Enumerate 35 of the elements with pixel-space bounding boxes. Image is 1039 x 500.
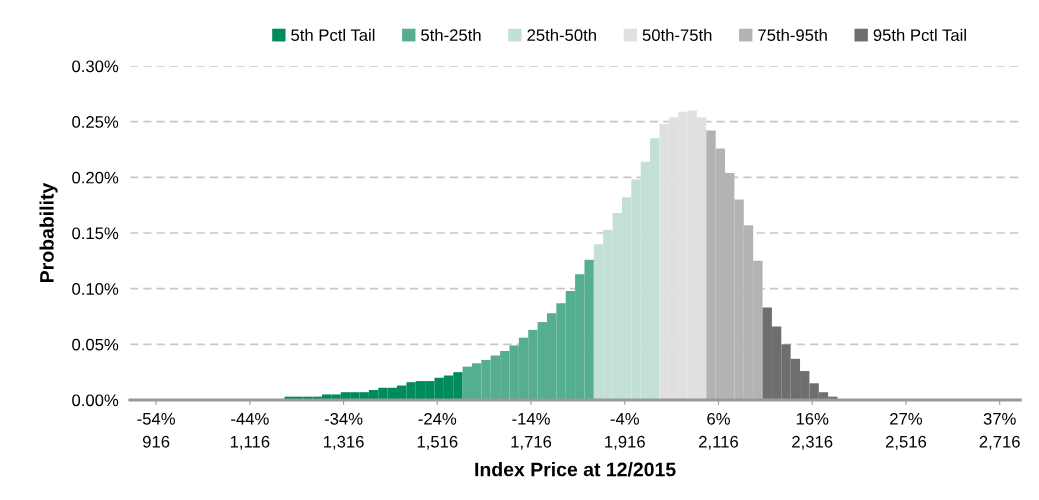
x-tick-label: 1,116 bbox=[230, 435, 270, 450]
x-tick-label: 2,116 bbox=[699, 435, 738, 450]
y-tick-label: 0.25% bbox=[72, 116, 119, 128]
text: -4% bbox=[610, 413, 639, 425]
text: 27% bbox=[890, 412, 923, 425]
x-axis-title: Index Price at 12/2015 bbox=[475, 462, 676, 477]
y-tick-label: 0.10% bbox=[72, 283, 119, 295]
legend-label: 50th-75th bbox=[642, 28, 712, 42]
x-tick-label: 1,316 bbox=[324, 435, 364, 450]
legend-label: 5th Pctl Tail bbox=[291, 28, 375, 42]
x-tick-label: 1,916 bbox=[605, 435, 645, 450]
text: 37% bbox=[983, 412, 1016, 425]
x-tick-label: 2,316 bbox=[792, 435, 833, 450]
text: 16% bbox=[796, 412, 829, 425]
x-tick-label: 1,716 bbox=[511, 435, 552, 450]
y-tick-label: 0.30% bbox=[72, 60, 119, 73]
legend-label: 5th-25th bbox=[421, 28, 481, 42]
y-tick-label: 0.00% bbox=[72, 394, 119, 407]
legend-label: 25th-50th bbox=[527, 28, 596, 42]
legend-label: 95th Pctl Tail bbox=[873, 28, 966, 42]
y-tick-label: 0.20% bbox=[72, 171, 119, 184]
legend-label: 75th-95th bbox=[758, 28, 827, 42]
text: -24% bbox=[418, 412, 457, 425]
x-tick-label: 2,516 bbox=[885, 435, 927, 450]
x-tick-label: 2,716 bbox=[979, 435, 1020, 450]
text: -54% bbox=[137, 413, 175, 425]
x-tick-label: 1,516 bbox=[417, 435, 458, 450]
text: -44% bbox=[231, 413, 269, 425]
text: 6% bbox=[707, 412, 730, 425]
y-tick-label: 0.05% bbox=[72, 338, 119, 351]
text: -34% bbox=[324, 412, 363, 425]
y-axis-title: Probability bbox=[39, 182, 58, 282]
x-tick-label: 916 bbox=[143, 435, 170, 448]
text: -14% bbox=[512, 413, 550, 425]
y-tick-label: 0.15% bbox=[72, 227, 119, 240]
